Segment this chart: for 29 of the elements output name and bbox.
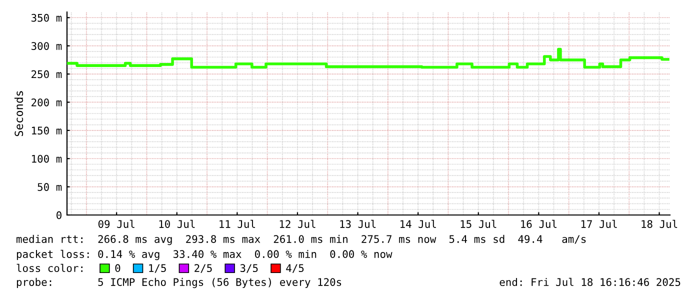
y-tick-label: 50 m [38,183,62,191]
x-tick-label: 14 Jul [400,220,436,228]
legend-label: 3/5 [240,264,258,273]
x-tick-label: 13 Jul [340,220,376,228]
x-tick-label: 09 Jul [98,220,134,228]
x-tick-label: 11 Jul [220,220,255,228]
y-axis-title: Seconds [14,91,24,136]
y-tick-label: 100 m [32,154,62,163]
x-tick-label: 10 Jul [159,220,195,228]
x-tick-label: 17 Jul [581,220,617,228]
text: end: Fri Jul 18 16:16:46 2025 [500,278,680,286]
y-tick-label: 0 [56,211,62,220]
y-tick-label: 150 m [32,126,62,135]
x-tick-label: 16 Jul [521,220,556,228]
text: median rtt: 266.8 ms avg 293.8 ms max 261.0 ms min 275.7 ms now 5.4 ms sd 49.4 am/s [16,234,586,246]
legend-label: 1/5 [149,264,166,273]
x-tick-label: 15 Jul [460,220,496,228]
y-tick-label: 250 m [32,70,62,78]
legend-label: 0 [115,264,120,272]
x-tick-label: 12 Jul [280,220,316,228]
y-tick-label: 350 m [31,14,62,22]
legend-label: 2/5 [194,264,212,273]
x-tick-label: 18 Jul [642,220,678,228]
y-tick-label: 300 m [31,42,62,50]
legend-title: loss color: [16,264,82,272]
y-tick-label: 200 m [32,98,62,106]
legend-label: 4/5 [286,264,304,273]
text: probe: 5 ICMP Echo Pings (56 Bytes) every 120s [16,278,342,288]
text: packet loss: 0.14 % avg 33.40 % max 0.00 % min 0.00 % now [16,250,392,260]
